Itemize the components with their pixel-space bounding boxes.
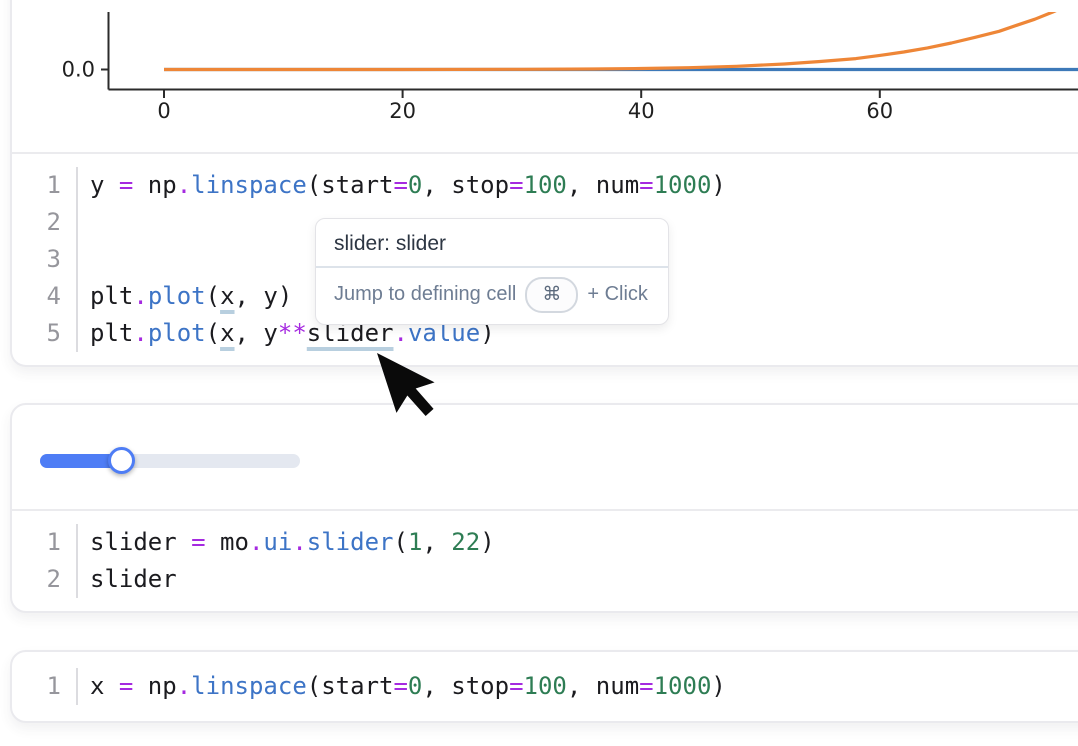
- line-number: 3: [12, 241, 78, 278]
- cell-slider: 1 slider = mo.ui.slider(1, 22) 2 slider: [10, 403, 1078, 613]
- code-line: slider = mo.ui.slider(1, 22): [90, 528, 495, 556]
- command-key-badge: ⌘: [525, 276, 579, 313]
- svg-text:0: 0: [157, 99, 170, 123]
- line-number: 1: [12, 668, 78, 705]
- svg-text:40: 40: [628, 99, 655, 123]
- line-number: 2: [12, 204, 78, 241]
- line-number: 1: [12, 524, 78, 561]
- code-line: slider: [90, 565, 177, 593]
- command-key-glyph: ⌘: [542, 284, 562, 305]
- reactive-variable[interactable]: x: [220, 282, 235, 310]
- code-editor[interactable]: 1 x = np.linspace(start=0, stop=100, num=…: [12, 652, 1078, 721]
- line-chart: 0 20 40 60 0.0: [62, 12, 1078, 123]
- svg-text:60: 60: [866, 99, 893, 123]
- slider-track[interactable]: [40, 447, 300, 474]
- code-line: x = np.linspace(start=0, stop=100, num=1…: [90, 672, 726, 700]
- slider-handle[interactable]: [107, 447, 135, 474]
- slider-output-area: [12, 405, 1078, 511]
- code-editor[interactable]: 1 y = np.linspace(start=0, stop=100, num=…: [12, 154, 1078, 365]
- code-line: plt.plot(x, y): [90, 282, 293, 310]
- tooltip-divider: [316, 266, 668, 268]
- svg-text:20: 20: [389, 99, 416, 123]
- svg-text:0.0: 0.0: [62, 58, 95, 82]
- cell-x-definition: 1 x = np.linspace(start=0, stop=100, num=…: [10, 650, 1078, 723]
- code-line: y = np.linspace(start=0, stop=100, num=1…: [90, 171, 726, 199]
- line-number: 4: [12, 278, 78, 315]
- variable-tooltip: slider: slider Jump to defining cell ⌘ +…: [315, 218, 669, 325]
- tooltip-title: slider: slider: [334, 232, 447, 255]
- tooltip-action-text: Jump to defining cell: [334, 283, 517, 305]
- tooltip-click-hint: + Click: [587, 283, 648, 305]
- code-editor[interactable]: 1 slider = mo.ui.slider(1, 22) 2 slider: [12, 511, 1078, 611]
- line-number: 5: [12, 315, 78, 352]
- line-number: 1: [12, 167, 78, 204]
- slider-fill: [40, 454, 122, 468]
- reactive-variable[interactable]: x: [220, 319, 235, 347]
- plot-output-area: 0 20 40 60 0.0: [12, 0, 1078, 154]
- line-number: 2: [12, 561, 78, 598]
- tooltip-action-row: Jump to defining cell ⌘ + Click: [316, 268, 668, 324]
